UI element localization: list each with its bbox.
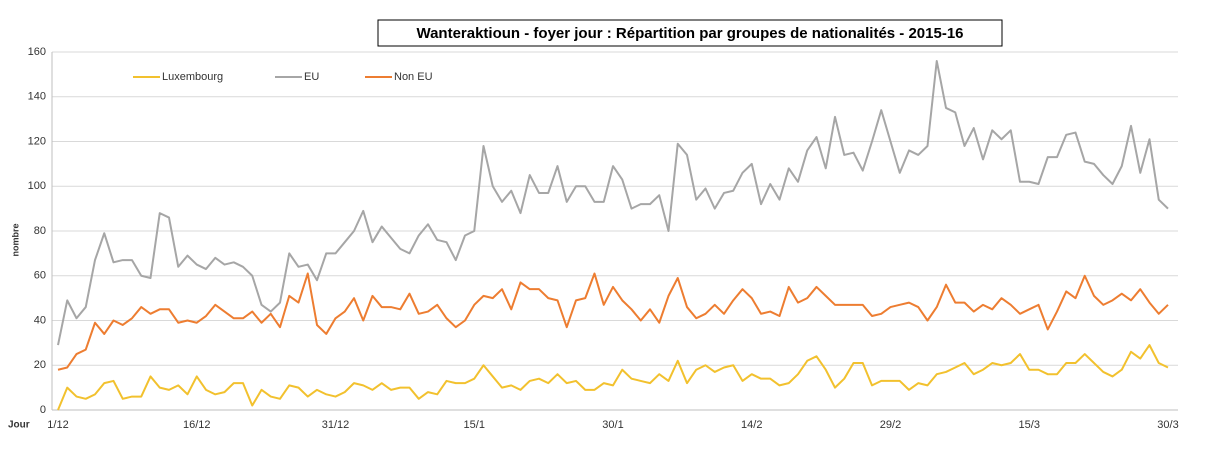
chart-title: Wanteraktioun - foyer jour : Répartition… — [416, 25, 963, 42]
legend-label: EU — [304, 71, 319, 83]
legend-label: Non EU — [394, 71, 433, 83]
x-tick-label: 15/1 — [464, 419, 485, 431]
legend-label: Luxembourg — [162, 71, 223, 83]
y-tick-label: 140 — [28, 91, 46, 103]
series-line — [57, 272, 1169, 371]
series-line — [57, 344, 1169, 411]
y-tick-label: 160 — [28, 46, 46, 58]
x-tick-label: 16/12 — [183, 419, 211, 431]
y-axis-label: nombre — [10, 223, 20, 256]
y-tick-label: 120 — [28, 135, 46, 147]
x-tick-label: 30/1 — [602, 419, 623, 431]
x-axis-label: Jour — [8, 420, 30, 431]
y-tick-label: 20 — [34, 359, 46, 371]
y-tick-label: 0 — [40, 404, 46, 416]
x-tick-label: 31/12 — [322, 419, 350, 431]
y-tick-label: 60 — [34, 270, 46, 282]
y-tick-label: 80 — [34, 225, 46, 237]
series-line — [57, 59, 1169, 346]
x-tick-label: 1/12 — [47, 419, 68, 431]
x-tick-label: 29/2 — [880, 419, 901, 431]
x-tick-label: 15/3 — [1019, 419, 1040, 431]
title-box — [377, 19, 1003, 47]
y-tick-label: 40 — [34, 314, 46, 326]
x-tick-label: 14/2 — [741, 419, 762, 431]
y-tick-label: 100 — [28, 180, 46, 192]
x-tick-label: 30/3 — [1157, 419, 1178, 431]
